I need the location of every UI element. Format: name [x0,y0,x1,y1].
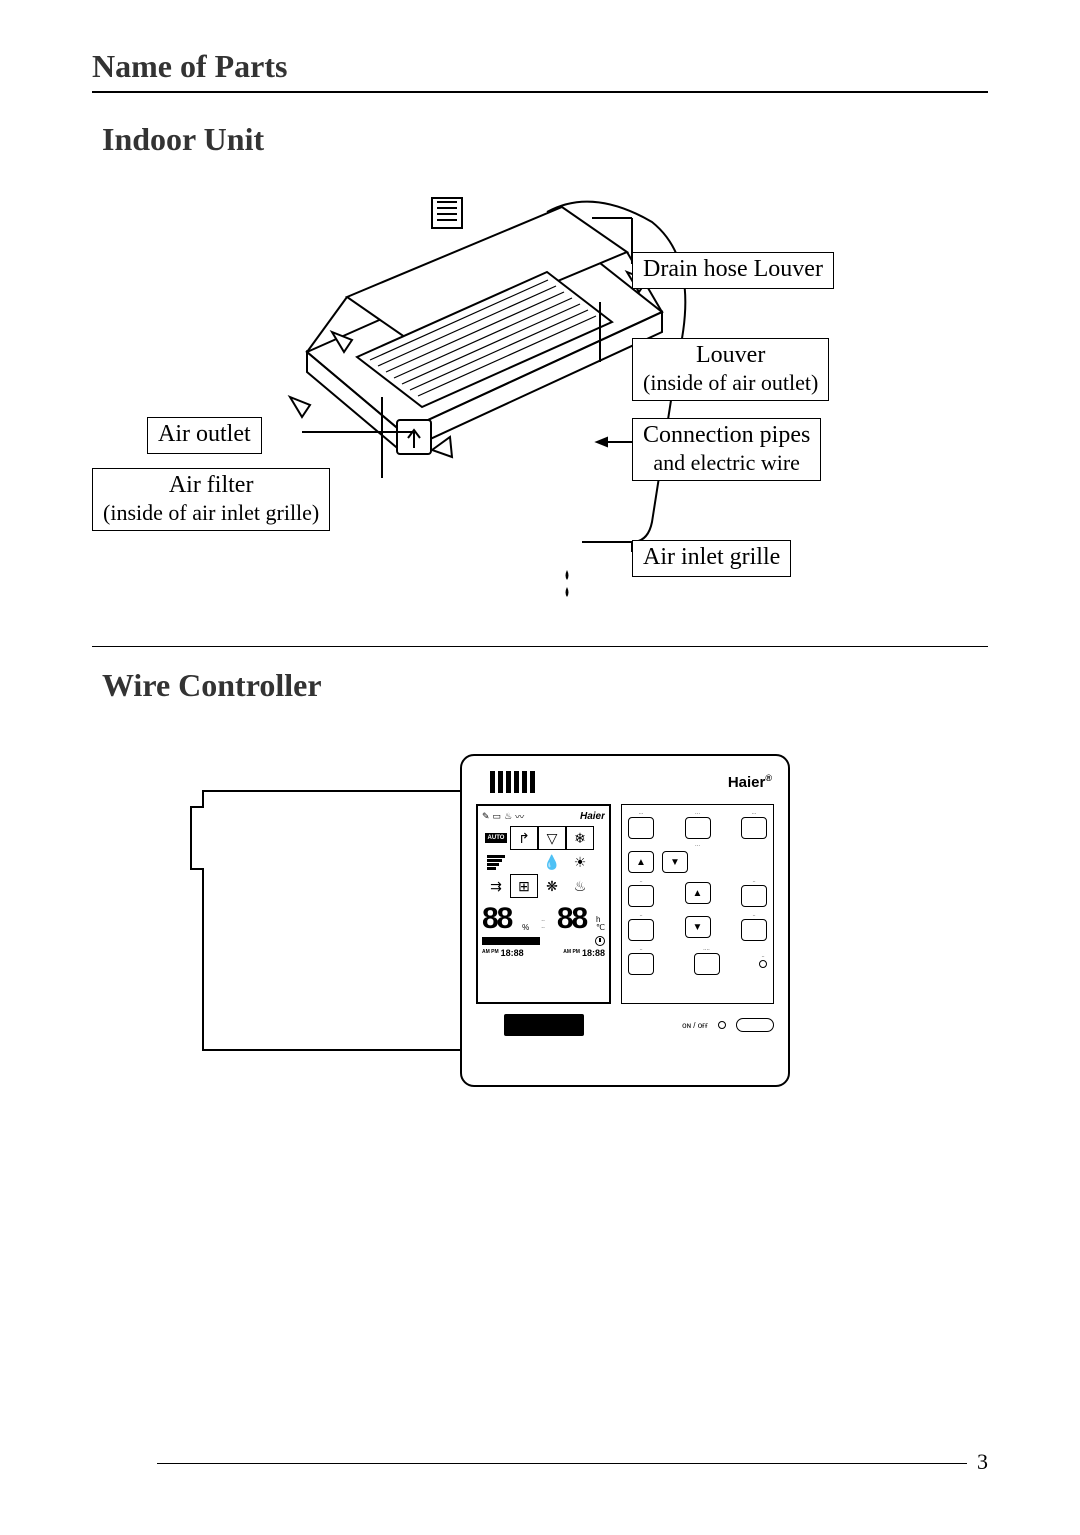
vent-slots-icon [490,771,535,793]
callout-air-filter-l1: Air filter [169,472,254,498]
power-led [718,1021,726,1029]
lcd-mode-snow-icon: ❄ [566,826,594,850]
callout-air-inlet: Air inlet grille [632,540,791,577]
clock-icon [595,936,605,946]
wire-controller-diagram: Haier® ✎ ▭ ♨ 〰 Haier AUTO [92,754,988,1184]
btn-r3c3[interactable] [741,885,767,907]
page-number: 3 [977,1449,988,1475]
btn-r4c1[interactable] [628,919,654,941]
wall-plate [202,790,462,1051]
time1: 18:88 [501,948,524,958]
defrost-icon: 〰 [515,810,524,823]
callout-air-outlet: Air outlet [147,417,262,454]
title-rule [92,91,988,93]
time2-ampm: AM PM [563,950,580,955]
callout-pipes-l2: and electric wire [643,450,810,476]
indoor-unit-title: Indoor Unit [102,121,988,158]
page-title: Name of Parts [92,48,988,85]
callout-air-inlet-text: Air inlet grille [643,544,780,570]
callout-pipes-l1: Connection pipes [643,422,810,448]
btn-r3c1[interactable] [628,885,654,907]
section-divider [92,646,988,647]
brand-logo: Haier® [728,773,772,791]
time1-ampm: AM PM [482,950,499,955]
callout-air-filter: Air filter (inside of air inlet grille) [92,468,330,531]
lcd-heat2-icon: ♨ [566,874,594,898]
callout-louver-l1: Louver [696,342,765,368]
lcd-fan-bars [482,850,510,874]
power-button[interactable] [736,1018,774,1032]
lcd-auto-cell: AUTO [482,826,510,850]
controller-body: Haier® ✎ ▭ ♨ 〰 Haier AUTO [460,754,790,1087]
day-bar [482,937,540,945]
onoff-label: ᴏɴ / ᴏғғ [682,1021,708,1030]
wire-controller-title: Wire Controller [102,667,988,704]
callout-drain-hose-text: Drain hose Louver [643,256,823,282]
lcd-mode-cool-icon: ▽ [538,826,566,850]
callout-air-filter-l2: (inside of air inlet grille) [103,500,319,526]
btn-r4c3[interactable] [741,919,767,941]
temp-down-button[interactable]: ▼ [662,851,688,873]
indoor-unit-diagram: Air outlet Air filter (inside of air inl… [92,182,988,622]
heat-icon: ♨ [504,811,512,822]
louver-icon: ▭ [493,811,502,822]
btn-r5c2[interactable] [694,953,720,975]
seg-mid-icons: ···· [541,918,545,931]
lcd-blank1 [510,850,538,874]
seg-right-unit-bot: ℃ [596,924,605,932]
callout-air-outlet-text: Air outlet [158,421,251,447]
ir-window [504,1014,584,1036]
lcd-brand: Haier [580,811,605,822]
lcd-grid-icon: ⊞ [510,874,538,898]
lcd-drop-icon: 💧 [538,850,566,874]
btn-r1c1[interactable] [628,817,654,839]
lcd-sun-icon: ☀ [566,850,594,874]
seg-left-unit: % [522,923,529,932]
lcd-fan-icon: ❋ [538,874,566,898]
fan-up-button[interactable]: ▲ [685,882,711,904]
time2: 18:88 [582,948,605,958]
indoor-unit-svg [92,182,992,622]
reset-pinhole[interactable] [759,960,767,968]
callout-louver-l2: (inside of air outlet) [643,370,818,396]
btn-r1c3[interactable] [741,817,767,839]
btn-r5c1[interactable] [628,953,654,975]
lcd-airflow-icon: ⇉ [482,874,510,898]
lcd-mode-swing-icon: ↱ [510,826,538,850]
seg-right: 88 [557,906,586,932]
fan-down-button[interactable]: ▼ [685,916,711,938]
temp-up-button[interactable]: ▲ [628,851,654,873]
callout-pipes: Connection pipes and electric wire [632,418,821,481]
lcd-display: ✎ ▭ ♨ 〰 Haier AUTO ↱ ▽ ❄ [476,804,611,1004]
btn-r1c2[interactable] [685,817,711,839]
seg-left: 88 [482,906,511,932]
keypad: ··· ··· ··· ··· ▲ ▼ ·· ▲ ·· [621,804,774,1004]
swing-icon: ✎ [482,811,490,822]
callout-louver: Louver (inside of air outlet) [632,338,829,401]
callout-drain-hose: Drain hose Louver [632,252,834,289]
